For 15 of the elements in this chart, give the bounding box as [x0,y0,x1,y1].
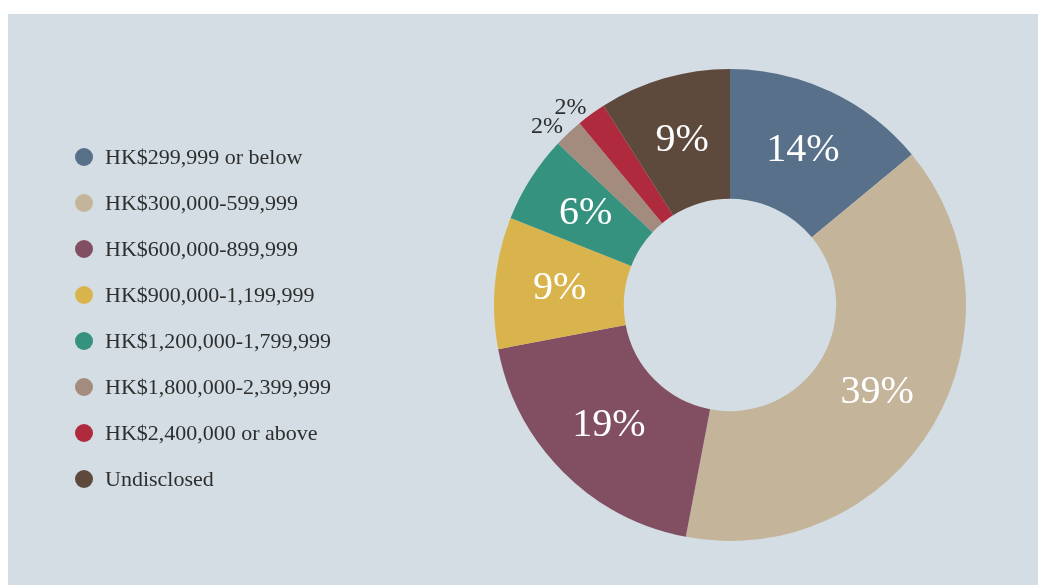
legend-label: HK$300,000-599,999 [104,189,300,217]
data-label: 9% [533,263,587,309]
data-label: 19% [572,400,646,446]
legend-label: HK$1,200,000-1,799,999 [104,327,332,355]
legend-label: HK$600,000-899,999 [104,235,300,263]
legend-label: HK$1,800,000-2,399,999 [104,373,332,401]
data-label: 39% [840,366,914,412]
legend-label: HK$299,999 or below [104,143,304,171]
data-label: 14% [766,124,840,170]
legend-label: HK$900,000-1,199,999 [104,281,316,309]
legend-label: Undisclosed [104,465,215,493]
data-label: 9% [655,115,709,161]
data-label: 6% [558,187,613,233]
data-label: 2% [554,92,587,119]
legend-label: HK$2,400,000 or above [104,419,319,447]
